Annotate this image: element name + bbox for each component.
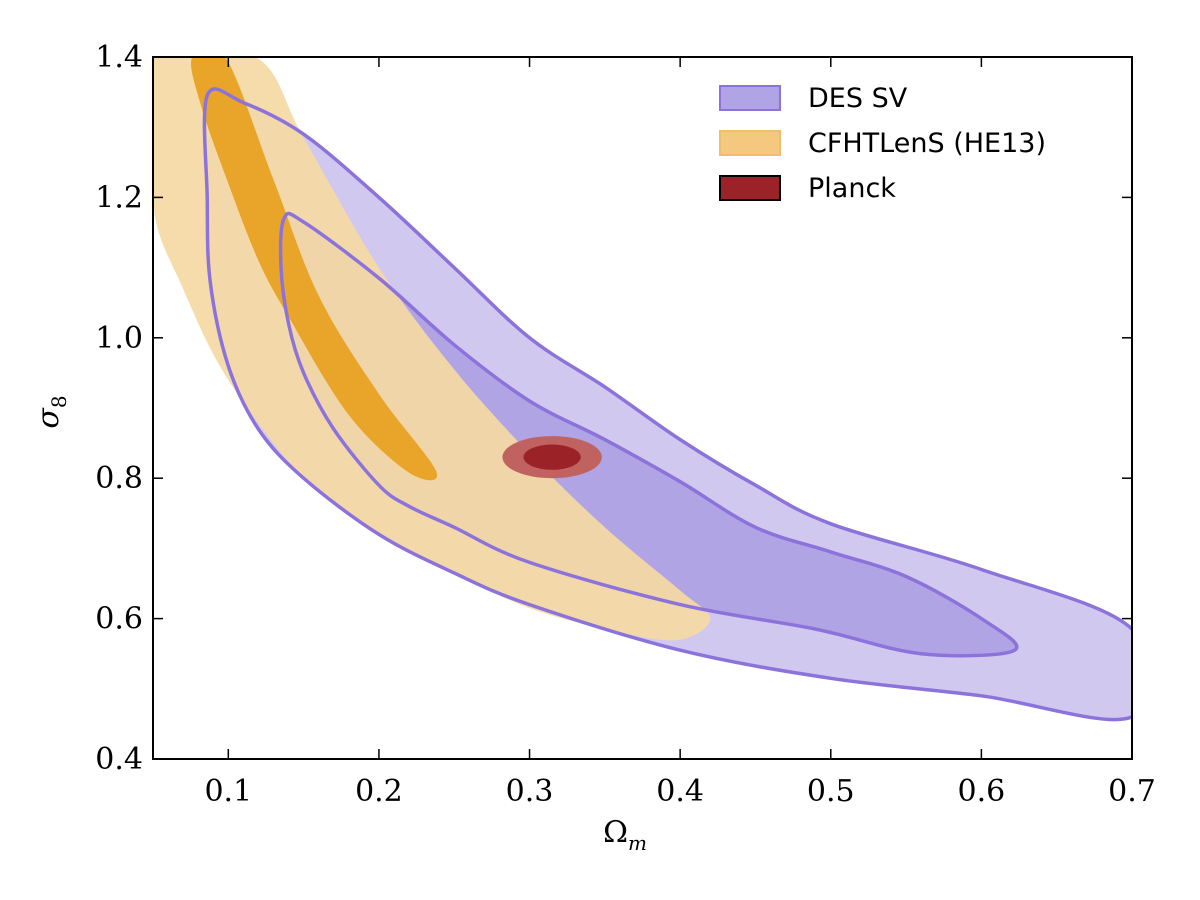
legend: DES SV CFHTLenS (HE13) Planck (719, 83, 1046, 204)
contour-layer (153, 57, 1132, 722)
legend-label: DES SV (808, 83, 908, 114)
des-sv-68-outline (278, 211, 1019, 658)
x-tick-label: 0.4 (656, 774, 704, 809)
legend-swatch (719, 130, 781, 156)
planck-68-region (523, 444, 581, 470)
x-tick-label: 0.3 (506, 774, 554, 809)
legend-swatch (719, 175, 781, 201)
legend-label: Planck (808, 173, 896, 204)
y-tick-label: 0.6 (95, 602, 143, 637)
x-axis-label: Ωm (603, 815, 647, 855)
x-axis-label-main: Ω (603, 815, 628, 850)
des-sv-95-outline (202, 87, 1132, 722)
x-tick-label: 0.1 (204, 774, 252, 809)
y-tick-label: 1.4 (95, 40, 143, 75)
legend-label: CFHTLenS (HE13) (808, 128, 1046, 159)
axis-ticks: 0.1 0.2 0.3 0.4 0.5 0.6 0.7 0.4 0.6 0.8 1.0 1.2 1.4 (95, 40, 1156, 809)
y-tick-label: 0.4 (95, 742, 143, 777)
cfhtlens-68-region (191, 57, 438, 481)
x-tick-label: 0.5 (807, 774, 855, 809)
x-tick-label: 0.2 (355, 774, 403, 809)
x-axis-label-sub: m (628, 831, 647, 855)
y-tick-label: 1.0 (95, 321, 143, 356)
y-axis-label-main: σ (31, 407, 66, 429)
legend-swatch (719, 85, 781, 111)
y-tick-label: 1.2 (95, 180, 143, 215)
y-axis-label-sub: 8 (47, 395, 71, 408)
cfhtlens-95-region (153, 57, 711, 641)
y-axis-label: σ8 (31, 395, 71, 428)
x-tick-label: 0.7 (1108, 774, 1156, 809)
x-tick-label: 0.6 (958, 774, 1006, 809)
plot-frame (152, 56, 1133, 760)
y-tick-label: 0.8 (95, 461, 143, 496)
